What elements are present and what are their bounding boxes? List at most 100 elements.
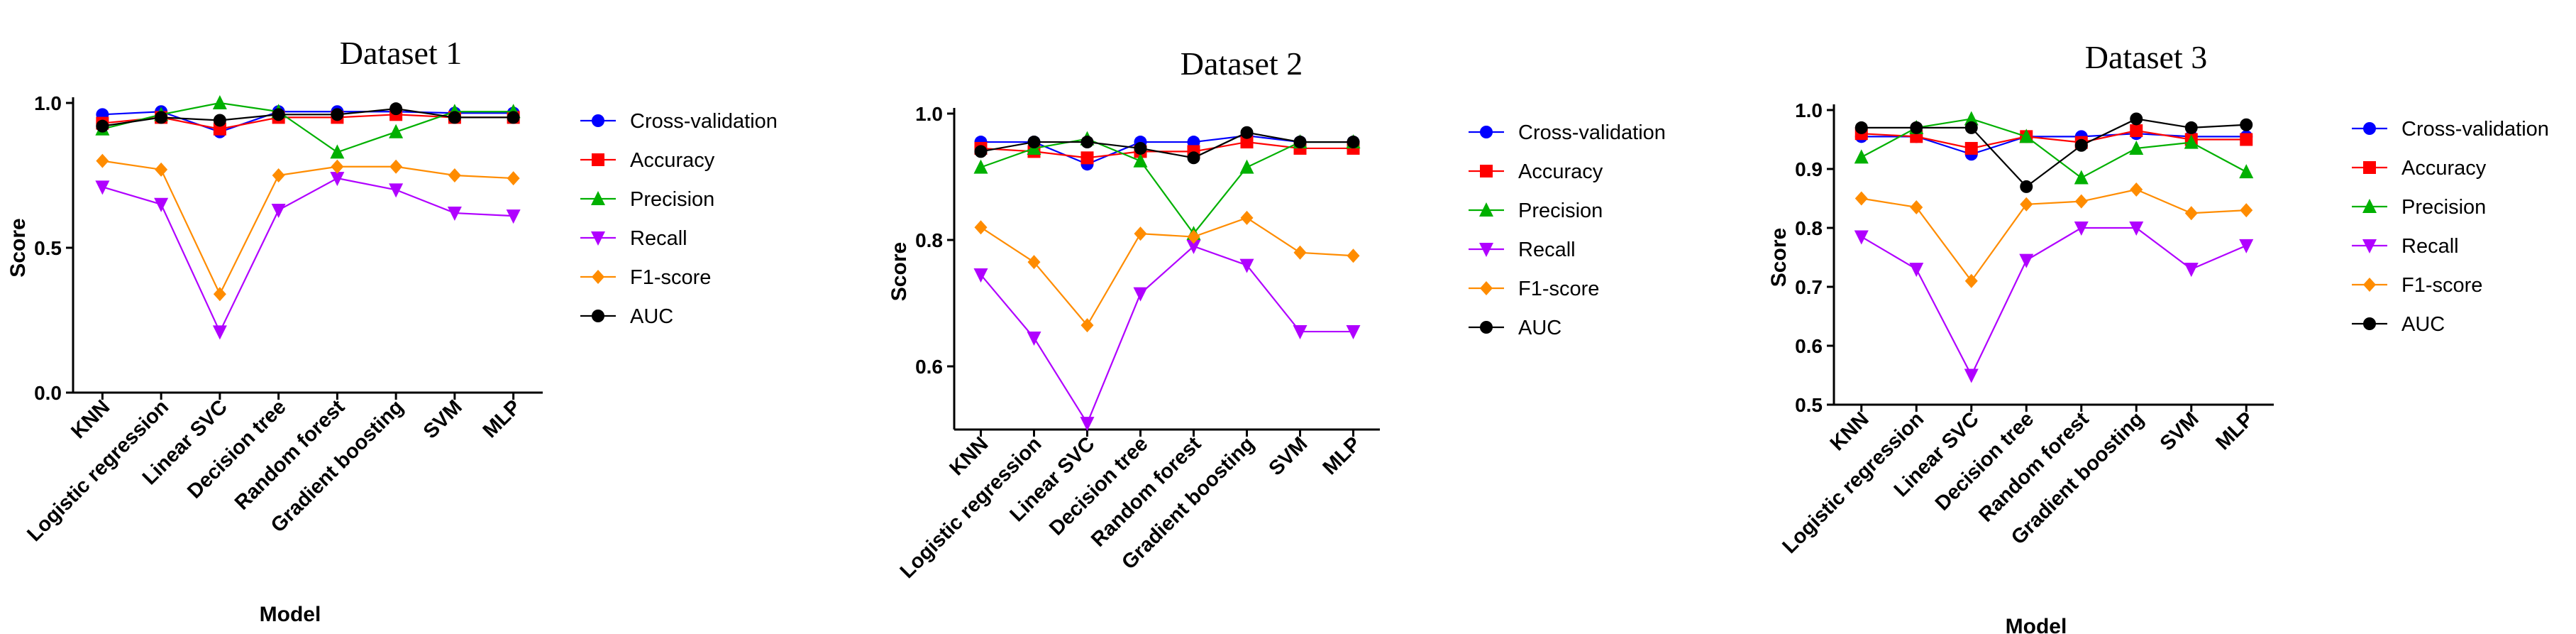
series-line-auc [1861, 118, 2247, 188]
point-precision-random-forest [330, 144, 345, 159]
x-tick-label-mlp: MLP [479, 395, 526, 442]
point-auc-linear-svc [1080, 136, 1094, 149]
legend-item-precision: Precision [1469, 200, 1603, 222]
point-f1-score-linear-svc [1080, 318, 1094, 333]
legend-marker [1479, 243, 1493, 257]
series-line-precision [102, 102, 514, 153]
legend-label: Cross-validation [1518, 121, 1666, 144]
point-precision-gradient-boosting [389, 124, 404, 138]
y-tick-label: 0.9 [1795, 158, 1823, 180]
point-recall-svm [2184, 263, 2199, 278]
legend-marker [2363, 317, 2376, 330]
x-tick-label-svm: SVM [2156, 408, 2204, 455]
legend-marker [2363, 161, 2376, 174]
y-axis-title: Score [6, 218, 30, 277]
point-f1-score-knn [96, 153, 109, 168]
legend-item-auc: AUC [2352, 313, 2445, 336]
point-f1-score-random-forest [1187, 229, 1200, 244]
x-tick-label-mlp: MLP [1319, 432, 1366, 479]
series-precision [95, 95, 521, 159]
point-recall-decision-tree [2019, 253, 2034, 268]
point-accuracy-linear-svc [1080, 151, 1094, 165]
point-precision-gradient-boosting [1239, 159, 1254, 174]
series-auc [1854, 112, 2253, 193]
legend-label: Cross-validation [2401, 118, 2549, 141]
legend-item-recall: Recall [2352, 235, 2459, 258]
series-line-accuracy [980, 141, 1354, 159]
point-f1-score-svm [2184, 206, 2198, 221]
legend-marker [1480, 321, 1493, 334]
point-precision-linear-svc [1964, 111, 1979, 126]
legend-label: Precision [630, 188, 714, 211]
point-auc-decision-tree [2020, 180, 2033, 193]
point-accuracy-gradient-boosting [1240, 136, 1254, 149]
legend-marker [1479, 202, 1493, 217]
legend-label: Accuracy [630, 149, 715, 172]
legend-label: AUC [2401, 313, 2445, 336]
point-recall-logistic-regression [1027, 331, 1041, 346]
x-tick-label-random-forest: Random forest [231, 395, 350, 515]
y-tick-label: 1.0 [915, 103, 943, 125]
series-line-precision [1861, 118, 2247, 179]
point-auc-logistic-regression [1910, 121, 1923, 134]
legend-label: Accuracy [1518, 160, 1603, 183]
point-precision-linear-svc [212, 95, 227, 109]
point-f1-score-mlp [1347, 248, 1360, 263]
point-f1-score-knn [974, 220, 988, 235]
point-recall-random-forest [330, 172, 345, 187]
point-f1-score-decision-tree [1134, 226, 1147, 241]
series-recall [95, 172, 521, 340]
series-precision [1854, 111, 2254, 185]
x-tick-label-svm: SVM [419, 395, 467, 443]
series-line-f1-score [102, 160, 514, 296]
point-recall-decision-tree [271, 203, 286, 218]
point-recall-gradient-boosting [1239, 258, 1254, 273]
point-f1-score-random-forest [331, 159, 344, 174]
legend-item-accuracy: Accuracy [2352, 157, 2487, 180]
point-f1-score-mlp [507, 171, 520, 186]
point-recall-svm [447, 207, 462, 222]
point-auc-random-forest [331, 108, 344, 121]
point-recall-mlp [2239, 239, 2254, 253]
point-auc-mlp [2240, 118, 2253, 131]
point-auc-decision-tree [1134, 141, 1147, 155]
point-recall-gradient-boosting [2129, 222, 2144, 236]
series-auc [974, 126, 1360, 165]
legend-item-f1-score: F1-score [1469, 278, 1599, 300]
point-precision-knn [1854, 149, 1869, 164]
legend-item-f1-score: F1-score [580, 266, 711, 289]
series-line-precision [980, 138, 1354, 235]
point-auc-svm [1293, 136, 1307, 149]
x-tick-label-svm: SVM [1264, 432, 1312, 480]
series-line-recall [1861, 226, 2247, 377]
legend-item-accuracy: Accuracy [580, 149, 715, 172]
point-precision-mlp [2239, 164, 2254, 179]
point-f1-score-gradient-boosting [389, 159, 403, 174]
point-f1-score-mlp [2240, 203, 2253, 218]
point-f1-score-gradient-boosting [1240, 210, 1254, 225]
legend: Cross-validation Accuracy Precision Recall F… [580, 110, 778, 328]
y-tick-label: 0.7 [1795, 276, 1823, 298]
legend-item-cross-validation: Cross-validation [2352, 118, 2549, 141]
point-f1-score-logistic-regression [155, 162, 168, 177]
series-line-auc [102, 108, 514, 127]
point-precision-svm [2184, 134, 2199, 149]
point-f1-score-decision-tree [2020, 197, 2033, 212]
series-auc [96, 102, 520, 133]
point-accuracy-mlp [2240, 133, 2253, 146]
legend-marker [592, 114, 604, 127]
x-tick-label-knn: KNN [945, 432, 993, 480]
series-line-recall [980, 245, 1354, 425]
point-recall-linear-svc [1964, 368, 1979, 383]
y-tick-label: 1.0 [1795, 99, 1823, 121]
series-line-cross-validation [102, 111, 514, 133]
legend-marker [2363, 278, 2376, 292]
series-line-recall [102, 177, 514, 334]
point-recall-logistic-regression [154, 197, 169, 212]
series-f1-score [1854, 182, 2253, 288]
y-tick-label: 0.6 [915, 356, 943, 378]
legend-label: AUC [1518, 317, 1561, 339]
x-tick-label-knn: KNN [67, 395, 114, 443]
point-recall-logistic-regression [1909, 263, 1924, 278]
